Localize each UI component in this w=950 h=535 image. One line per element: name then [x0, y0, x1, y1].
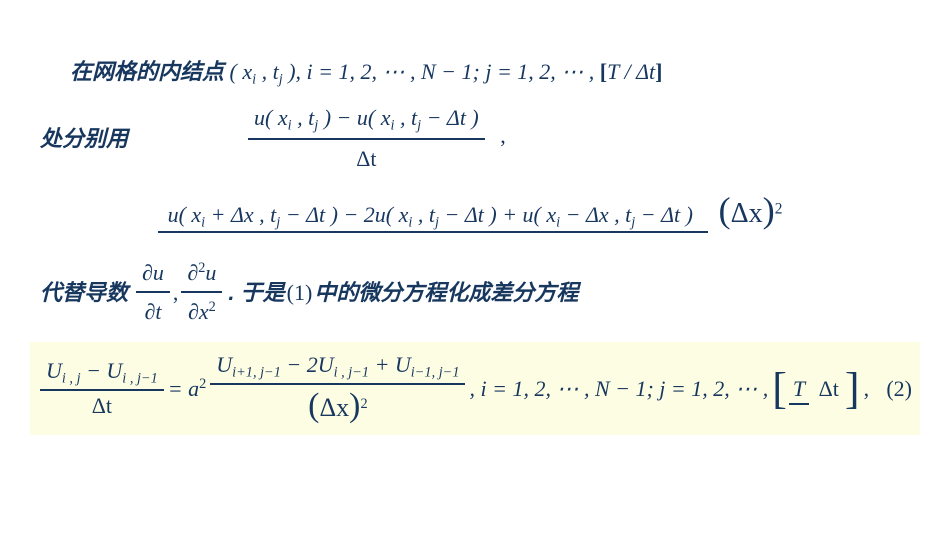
l4-frac-1: ∂u ∂t: [136, 256, 170, 328]
eq-rhs-frac: Ui+1, j−1 − 2Ui , j−1 + Ui−1, j−1 (Δx)2: [210, 352, 465, 425]
l4-label: 代替导数: [40, 276, 128, 309]
line-2: 处分别用 u( xi , tj ) − u( xi , tj − Δt ) Δt…: [30, 101, 920, 176]
eq-tail2: ,: [864, 376, 870, 402]
line-1: 在网格的内结点 ( xi , tj ), i = 1, 2, ⋯ , N − 1…: [70, 55, 920, 91]
l4-math: ∂u ∂t , ∂2u ∂x2: [136, 256, 222, 328]
l2-frac-num: u( xi , tj ) − u( xi , tj − Δt ): [248, 101, 485, 141]
l3-frac-den: (Δx)2: [708, 194, 792, 229]
l4-cjk-b: 中的微分方程化成差分方程: [314, 276, 578, 309]
l2-trailing-comma: ,: [500, 123, 506, 148]
equation-number: (2): [886, 376, 912, 402]
l2-fraction-wrap: u( xi , tj ) − u( xi , tj − Δt ) Δt ,: [248, 101, 506, 176]
l4-frac-2: ∂2u ∂x2: [181, 256, 222, 328]
eq-tail: , i = 1, 2, ⋯ , N − 1; j = 1, 2, ⋯ ,: [469, 376, 768, 402]
l2-label: 处分别用: [40, 122, 128, 155]
eq-bracket-frac: [ T Δt ]: [772, 367, 859, 411]
l1-math: ( xi , tj ), i = 1, 2, ⋯ , N − 1; j = 1,…: [230, 59, 663, 84]
equation-box: Ui , j − Ui , j−1 Δt = a2 Ui+1, j−1 − 2U…: [30, 342, 920, 435]
l3-fraction: u( xi + Δx , tj − Δt ) − 2u( xi , tj − Δ…: [158, 183, 793, 238]
l4-ref: (1): [287, 276, 313, 309]
line-3: u( xi + Δx , tj − Δt ) − 2u( xi , tj − Δ…: [30, 183, 920, 238]
line-4: 代替导数 ∂u ∂t , ∂2u ∂x2 . 于是 (1) 中的微分方程化成差分…: [30, 256, 920, 328]
eq-eq: = a2: [168, 376, 207, 402]
slide: 在网格的内结点 ( xi , tj ), i = 1, 2, ⋯ , N − 1…: [0, 0, 950, 535]
l1-cjk: 在网格的内结点: [70, 59, 224, 84]
l2-frac-den: Δt: [248, 140, 485, 175]
l2-fraction: u( xi , tj ) − u( xi , tj − Δt ) Δt: [248, 101, 485, 176]
eq-lhs-frac: Ui , j − Ui , j−1 Δt: [40, 358, 164, 419]
l4-cjk-a: . 于是: [228, 276, 284, 309]
l3-frac-num: u( xi + Δx , tj − Δt ) − 2u( xi , tj − Δ…: [158, 202, 709, 233]
equation: Ui , j − Ui , j−1 Δt = a2 Ui+1, j−1 − 2U…: [38, 352, 876, 425]
